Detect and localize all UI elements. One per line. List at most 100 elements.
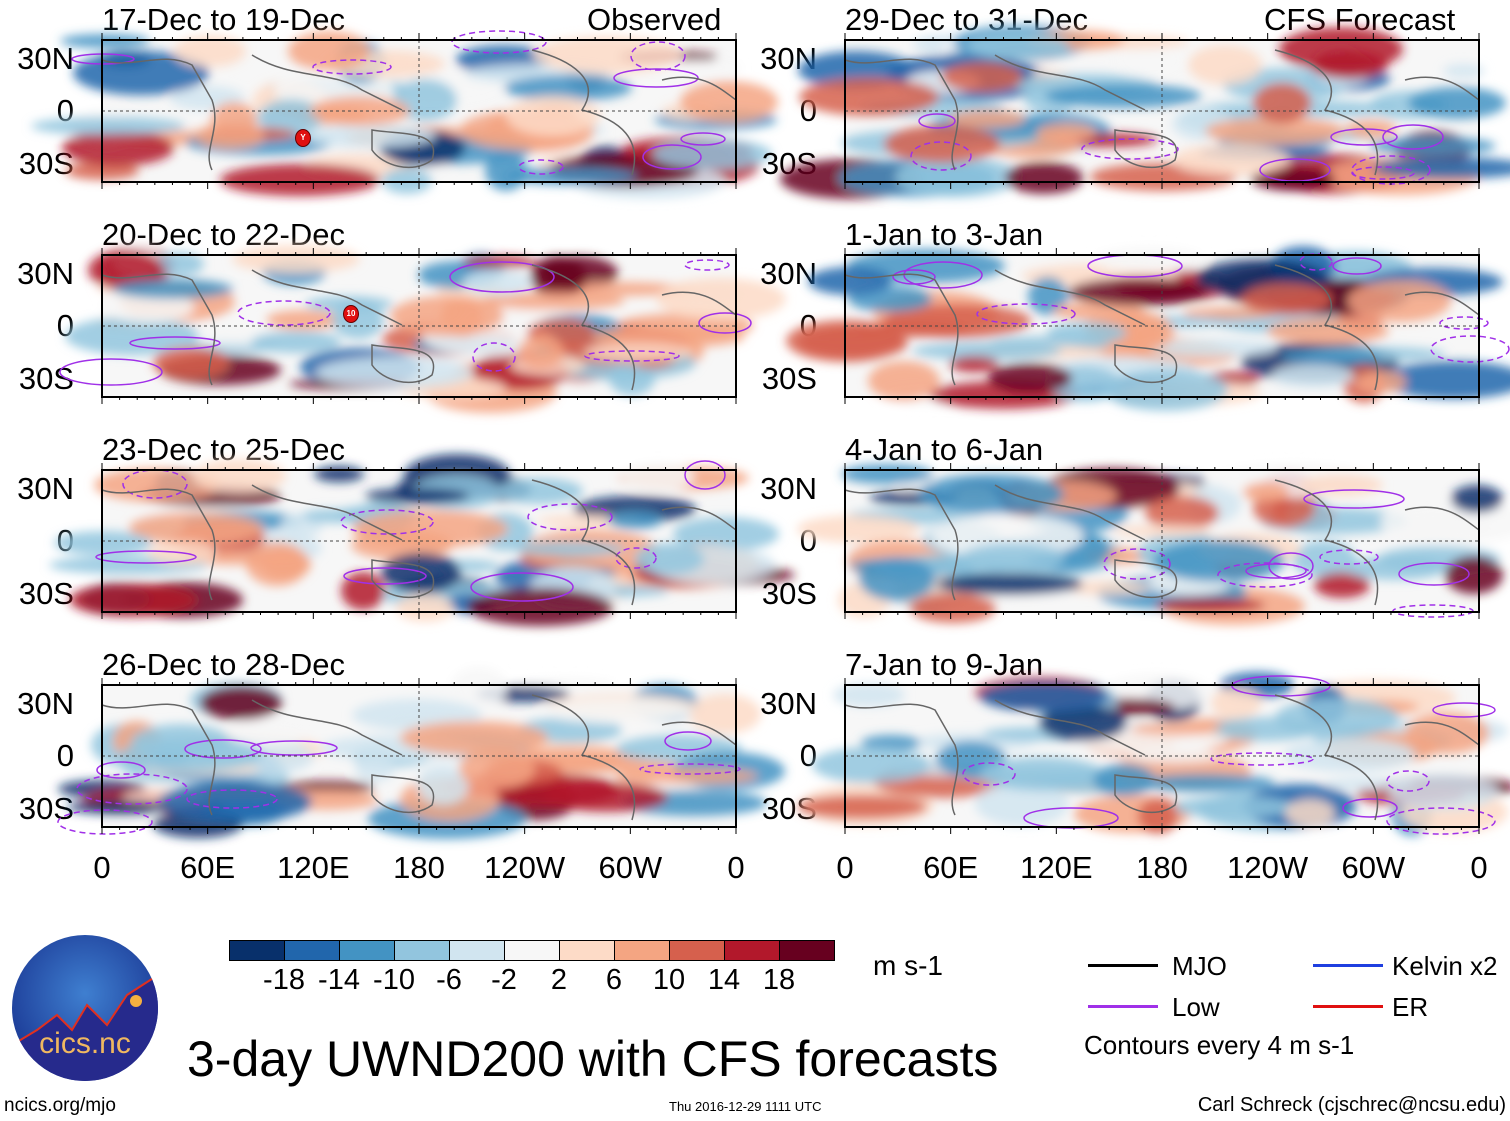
wind-anomaly-blob — [88, 250, 164, 290]
colorbar-swatch — [724, 940, 780, 961]
wind-anomaly-blob — [1211, 687, 1261, 719]
wind-anomaly-blob — [365, 488, 469, 504]
contour-low — [1103, 548, 1171, 580]
wind-anomaly-blob — [400, 721, 548, 755]
contour-low — [59, 358, 163, 386]
wind-anomaly-blob — [884, 125, 1000, 163]
colorbar-label: 2 — [550, 964, 568, 996]
contour-low — [664, 731, 712, 751]
contour-low — [684, 259, 730, 271]
wind-anomaly-blob — [1242, 283, 1332, 315]
wind-anomaly-blob — [1275, 698, 1399, 738]
wind-anomaly-blob — [1047, 322, 1127, 344]
wind-anomaly-blob — [288, 31, 370, 71]
contour-low — [1081, 138, 1179, 160]
legend-line-er — [1313, 1005, 1383, 1008]
wind-anomaly-blob — [1093, 247, 1205, 273]
wind-anomaly-blob — [497, 478, 583, 504]
wind-anomaly-blob — [261, 549, 311, 579]
wind-anomaly-blob — [1039, 705, 1127, 741]
wind-anomaly-blob — [1205, 117, 1345, 145]
colorbar-label: 6 — [605, 964, 623, 996]
contour-low — [918, 113, 956, 129]
coastlines — [101, 264, 737, 391]
wind-anomaly-blob — [129, 512, 263, 544]
legend-label-er: ER — [1392, 992, 1429, 1022]
wind-anomaly-blob — [1267, 318, 1389, 344]
contour-low — [340, 509, 434, 535]
colorbar-swatch — [779, 940, 835, 961]
contour-low — [639, 763, 741, 775]
wind-anomaly-blob — [1314, 572, 1370, 598]
contour-low — [343, 567, 427, 585]
wind-anomaly-blob — [1115, 43, 1185, 77]
wind-anomaly-blob — [544, 782, 668, 812]
wind-anomaly-blob — [634, 543, 704, 575]
wind-anomaly-blob — [868, 361, 940, 401]
panel-title: 4-Jan to 6-Jan — [845, 432, 1044, 467]
wind-anomaly-blob — [1145, 339, 1277, 357]
contour-low — [1386, 770, 1430, 792]
wind-anomaly-blob — [1113, 525, 1213, 537]
wind-anomaly-blob — [808, 267, 892, 295]
legend-label-kelvin: Kelvin x2 — [1392, 951, 1498, 981]
wind-anomaly-blob — [459, 749, 535, 789]
wind-anomaly-blob — [154, 252, 204, 276]
y-tick-label: 30S — [18, 146, 74, 181]
wind-anomaly-blob — [1153, 540, 1285, 582]
wind-anomaly-blob — [1182, 307, 1278, 319]
wind-anomaly-blob — [1104, 369, 1228, 411]
wind-anomaly-blob — [266, 310, 342, 330]
y-tick-label: 0 — [799, 738, 817, 773]
y-tick-label: 30N — [17, 686, 74, 721]
wind-anomaly-blob — [1346, 556, 1446, 580]
panel-title: 1-Jan to 3-Jan — [845, 217, 1044, 252]
contour-low — [684, 460, 726, 490]
contour-low — [449, 261, 555, 293]
map-panel — [59, 245, 786, 413]
colorbar-label: 18 — [762, 964, 796, 996]
wind-anomaly-blob — [1272, 364, 1354, 388]
y-tick-label: 30S — [761, 576, 817, 611]
legend-label-low: Low — [1172, 992, 1220, 1022]
legend-line-low — [1088, 1005, 1158, 1008]
x-tick-label: 120W — [1227, 850, 1309, 885]
wind-anomaly-blob — [31, 117, 185, 135]
y-tick-label: 30N — [17, 471, 74, 506]
contour-low — [1299, 253, 1333, 271]
coastlines — [844, 694, 1480, 821]
wind-anomaly-blob — [200, 686, 282, 720]
logo-text: cics.nc — [39, 1027, 131, 1060]
colorbar-label: 10 — [652, 964, 686, 996]
wind-anomaly-blob — [975, 782, 1069, 826]
y-tick-label: 30N — [760, 471, 817, 506]
wind-anomaly-blob — [910, 593, 996, 623]
panel-title: 23-Dec to 25-Dec — [102, 432, 345, 467]
colorbar-label: 14 — [707, 964, 741, 996]
wind-anomaly-blob — [1093, 764, 1155, 796]
wind-anomaly-blob — [652, 139, 772, 169]
website-link[interactable]: ncics.org/mjo — [4, 1095, 116, 1116]
contour-low — [680, 132, 726, 146]
contour-low — [1319, 549, 1379, 565]
colorbar-label: -10 — [373, 964, 415, 996]
contour-low — [1303, 489, 1405, 509]
contour-low — [1398, 562, 1470, 586]
colorbar-swatch — [669, 940, 725, 961]
wind-anomaly-blob — [1251, 167, 1335, 191]
colorbar-swatch — [284, 940, 340, 961]
wind-anomaly-blob — [102, 291, 194, 323]
wind-anomaly-blob — [195, 123, 265, 149]
map-panel — [786, 246, 1510, 411]
cics-logo: cics.nc — [12, 935, 158, 1081]
wind-anomaly-blob — [62, 130, 174, 166]
coastlines — [844, 49, 1480, 176]
legend-line-mjo — [1088, 964, 1158, 967]
wind-anomaly-blob — [314, 466, 364, 482]
contour-low — [962, 762, 1016, 786]
y-tick-label: 30S — [18, 791, 74, 826]
x-tick-label: 120E — [277, 850, 350, 885]
colorbar-label: -18 — [263, 964, 305, 996]
main-title: 3-day UWND200 with CFS forecasts — [187, 1031, 999, 1087]
colorbar-label: -6 — [436, 964, 462, 996]
